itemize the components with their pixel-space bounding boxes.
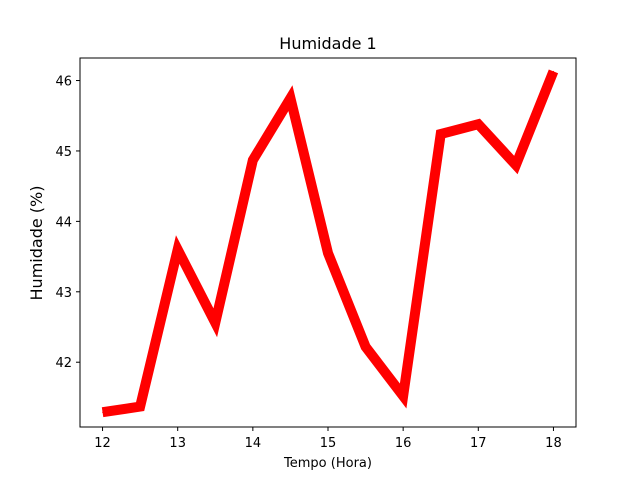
x-tick-label: 12	[94, 436, 111, 451]
data-point	[477, 123, 479, 125]
data-point	[515, 164, 517, 166]
data-point	[552, 70, 554, 72]
y-tick-label: 46	[55, 75, 72, 90]
y-tick-label: 43	[55, 286, 72, 301]
data-point	[102, 411, 104, 413]
y-tick-label: 45	[55, 145, 72, 160]
data-point	[214, 322, 216, 324]
x-tick-label: 16	[395, 436, 412, 451]
y-axis-ticks: 42 43 44 45 46	[55, 75, 80, 371]
x-tick-label: 18	[545, 436, 562, 451]
x-tick-label: 14	[245, 436, 262, 451]
series-layer	[101, 69, 559, 418]
data-point	[402, 395, 404, 397]
y-axis-label: Humidade (%)	[27, 186, 46, 301]
x-tick-label: 13	[169, 436, 186, 451]
series-line-0	[101, 69, 559, 418]
x-tick-label: 15	[320, 436, 337, 451]
data-point	[440, 133, 442, 135]
data-point	[327, 252, 329, 254]
x-tick-label: 17	[470, 436, 487, 451]
chart-title: Humidade 1	[279, 34, 376, 53]
y-tick-label: 42	[55, 356, 72, 371]
data-point	[177, 249, 179, 251]
data-point	[365, 346, 367, 348]
y-tick-label: 44	[55, 215, 72, 230]
data-point	[252, 159, 254, 161]
x-axis-label: Tempo (Hora)	[283, 456, 372, 471]
data-point	[289, 97, 291, 99]
x-axis-ticks: 12 13 14 15 16 17 18	[94, 427, 562, 451]
data-point	[139, 406, 141, 408]
